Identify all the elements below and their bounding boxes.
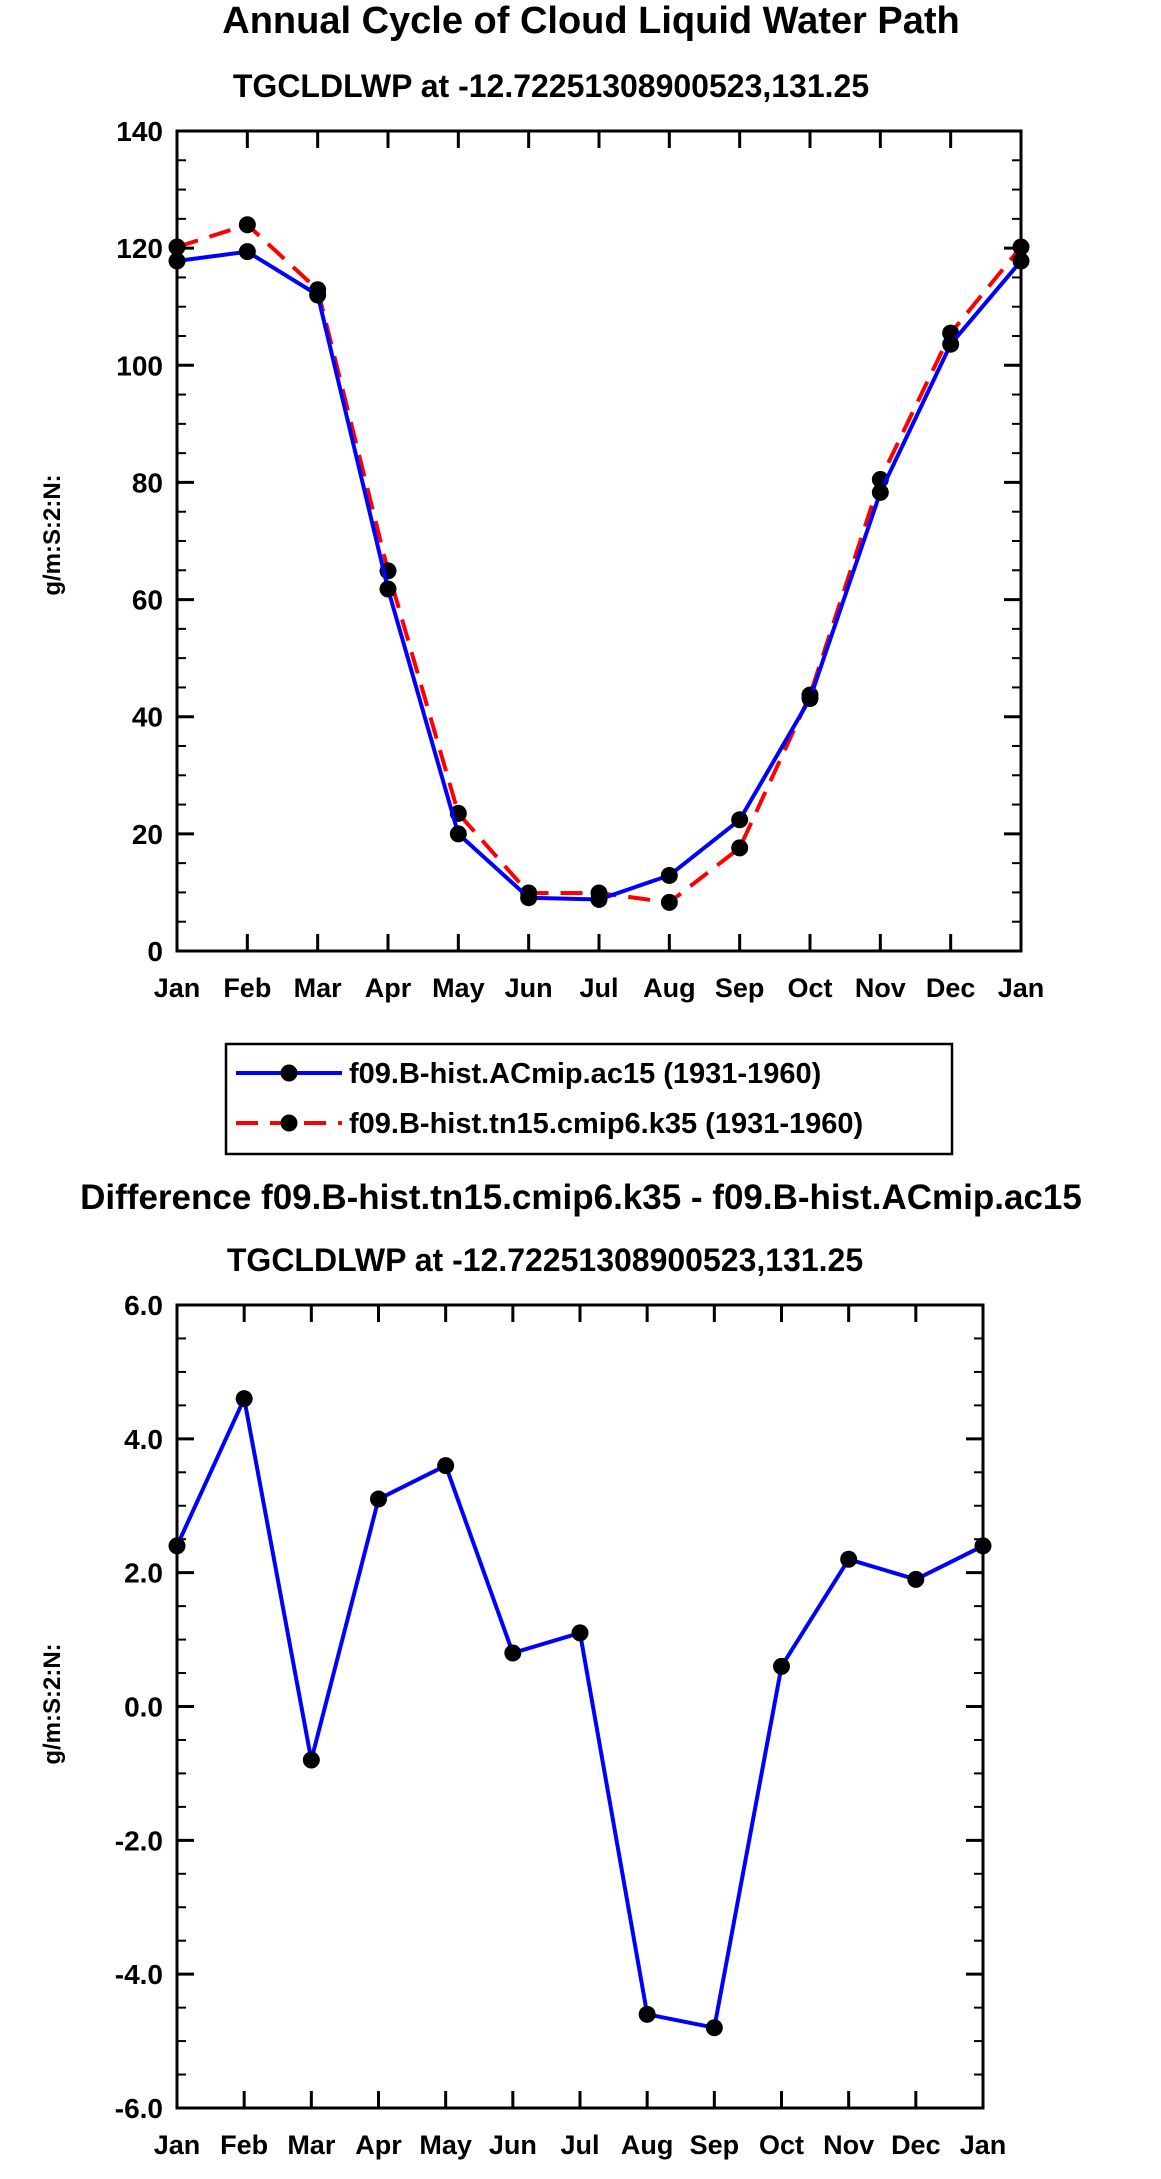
series-1-point-p-6: [571, 1624, 589, 1642]
series-1-point-p-8: [705, 2019, 723, 2037]
series-1-point-s-3: [379, 580, 397, 598]
x-tick-label-mar: Mar: [294, 973, 343, 1003]
series-1-point-p-0: [168, 1537, 186, 1555]
y-tick-label: 40: [132, 702, 163, 733]
y-tick-label: 140: [116, 116, 163, 147]
series-line-2: [176, 222, 1023, 905]
y-tick-label: 60: [132, 585, 163, 616]
y-tick-label: 0: [147, 936, 163, 967]
y-tick-label: 80: [132, 467, 163, 498]
x-tick-label-jan: Jan: [154, 973, 201, 1003]
legend-box: [224, 1042, 954, 1156]
chart-title: Difference f09.B-hist.tn15.cmip6.k35 - f…: [80, 1178, 1082, 1217]
y-tick-label: 20: [132, 819, 163, 850]
series-1-point-s-8: [731, 811, 749, 829]
series-line-1: [176, 249, 1023, 902]
annual-cycle-chart: Annual Cycle of Cloud Liquid Water Path …: [39, 0, 1045, 1156]
x-tick-label-jan: Jan: [154, 2130, 201, 2160]
y-tick-label: 120: [116, 233, 163, 264]
series-1-point-s-12: [1012, 252, 1030, 270]
x-tick-label-jun: Jun: [505, 973, 553, 1003]
x-tick-label-apr: Apr: [355, 2130, 402, 2160]
x-tick-label-aug: Aug: [621, 2130, 673, 2160]
difference-chart: Difference f09.B-hist.tn15.cmip6.k35 - f…: [39, 1178, 1082, 2160]
x-tick-label-dec: Dec: [926, 973, 976, 1003]
x-tick-label-jan: Jan: [998, 973, 1045, 1003]
legend-label-series-2: f09.B-hist.tn15.cmip6.k35 (1931-1960): [349, 1108, 863, 1140]
y-tick-label: 0.0: [124, 1692, 163, 1723]
x-tick-label-nov: Nov: [855, 973, 906, 1003]
series-1-point-p-4: [437, 1457, 455, 1475]
data-series: [168, 216, 1030, 911]
y-tick-label: -2.0: [115, 1825, 163, 1856]
x-tick-label-oct: Oct: [787, 973, 832, 1003]
y-axis-label: g/m:S:2:N:: [39, 1643, 66, 1764]
x-tick-label-may: May: [432, 973, 485, 1003]
legend-marker-series-1: [280, 1064, 298, 1082]
y-tick-label: 2.0: [124, 1558, 163, 1589]
x-tick-label-jan: Jan: [960, 2130, 1007, 2160]
y-tick-label: 4.0: [124, 1424, 163, 1455]
y-tick-label: -6.0: [115, 2093, 163, 2124]
x-tick-label-may: May: [419, 2130, 472, 2160]
series-1-point-p-2: [302, 1751, 320, 1769]
series-1-point-p-11: [907, 1570, 925, 1588]
plot-frame: [175, 129, 1023, 953]
series-1-point-s-4: [449, 825, 467, 843]
series-1-point-s-9: [801, 690, 819, 708]
y-tick-label: -4.0: [115, 1959, 163, 1990]
series-2-point-s-12: [1012, 238, 1030, 256]
x-tick-label-feb: Feb: [223, 973, 271, 1003]
series-1-point-p-12: [974, 1537, 992, 1555]
x-tick-label-mar: Mar: [287, 2130, 336, 2160]
chart-title: Annual Cycle of Cloud Liquid Water Path: [222, 0, 960, 42]
series-2-point-s-7: [660, 893, 678, 911]
chart-subtitle: TGCLDLWP at -12.72251308900523,131.25: [227, 1242, 863, 1278]
series-1-point-p-5: [504, 1644, 522, 1662]
legend-label-series-1: f09.B-hist.ACmip.ac15 (1931-1960): [349, 1058, 821, 1090]
y-tick-label: 100: [116, 350, 163, 381]
x-tick-label-jun: Jun: [489, 2130, 537, 2160]
y-axis-label: g/m:S:2:N:: [39, 474, 66, 595]
series-1-point-s-5: [520, 889, 538, 907]
series-1-point-p-7: [638, 2005, 656, 2023]
y-axis-ticks: 0 20 40 60 80 100 120 140: [116, 116, 1021, 967]
x-tick-label-apr: Apr: [365, 973, 412, 1003]
y-tick-label: 6.0: [124, 1290, 163, 1321]
series-1-point-s-2: [309, 286, 327, 304]
x-tick-label-dec: Dec: [891, 2130, 941, 2160]
series-2-point-s-0: [168, 238, 186, 256]
series-1-point-s-7: [660, 866, 678, 884]
series-2-point-s-1: [238, 216, 256, 234]
series-2-point-s-8: [731, 839, 749, 857]
series-1-point-p-1: [235, 1390, 253, 1408]
legend: f09.B-hist.ACmip.ac15 (1931-1960) f09.B-…: [224, 1042, 954, 1156]
x-axis-ticks: Jan Feb Mar Apr May Jun Jul Aug Sep Oct Nov Dec Jan: [154, 1305, 1007, 2160]
series-line-1: [175, 1396, 984, 2030]
x-tick-label-sep: Sep: [690, 2130, 740, 2160]
series-1-point-p-3: [370, 1490, 387, 1508]
plot-frame: [175, 1303, 985, 2110]
series-1-point-s-0: [168, 252, 186, 270]
y-axis-ticks: -6.0 -4.0 -2.0 0.0 2.0 4.0 6.0: [115, 1290, 983, 2124]
x-tick-label-aug: Aug: [643, 973, 695, 1003]
x-tick-label-oct: Oct: [759, 2130, 804, 2160]
series-1-point-s-1: [238, 243, 256, 261]
series-1-point-p-10: [840, 1550, 858, 1568]
series-1-point-s-6: [590, 890, 608, 908]
series-1-point-s-11: [942, 335, 960, 353]
data-series: [168, 1390, 992, 2037]
x-axis-ticks: Jan Feb Mar Apr May Jun Jul Aug Sep Oct Nov Dec Jan: [154, 131, 1045, 1003]
chart-subtitle: TGCLDLWP at -12.72251308900523,131.25: [233, 68, 869, 104]
legend-marker-series-2: [280, 1114, 298, 1132]
x-tick-label-sep: Sep: [715, 973, 765, 1003]
series-1-point-s-10: [871, 483, 889, 501]
x-tick-label-jul: Jul: [579, 973, 618, 1003]
x-tick-label-nov: Nov: [823, 2130, 874, 2160]
series-1-point-p-9: [773, 1657, 790, 1675]
x-tick-label-feb: Feb: [220, 2130, 268, 2160]
x-tick-label-jul: Jul: [560, 2130, 599, 2160]
